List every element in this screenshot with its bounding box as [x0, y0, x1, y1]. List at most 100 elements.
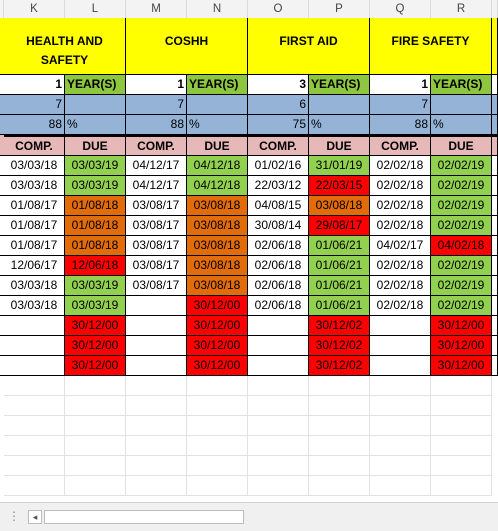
comp-date-cell[interactable]: 02/06/18 [248, 296, 309, 316]
cell-partial[interactable] [492, 115, 498, 135]
empty-cell[interactable] [65, 376, 126, 396]
comp-date-cell[interactable]: 03/08/17 [126, 256, 187, 276]
due-date-cell[interactable]: 02/02/19 [431, 176, 492, 196]
due-date-cell[interactable]: 03/08/18 [187, 196, 248, 216]
due-date-cell[interactable]: 30/12/00 [187, 296, 248, 316]
section-percent-sign[interactable]: % [187, 115, 248, 135]
section-count[interactable]: 7 [126, 95, 187, 115]
comp-date-cell[interactable]: 02/06/18 [248, 276, 309, 296]
empty-cell[interactable] [187, 456, 248, 476]
due-date-cell[interactable]: 30/12/00 [431, 336, 492, 356]
cell-partial[interactable] [492, 95, 498, 115]
section-count[interactable]: 7 [370, 95, 431, 115]
section-percent-sign[interactable]: % [431, 115, 492, 135]
comp-date-cell[interactable]: 03/03/18 [4, 156, 65, 176]
section-years-label[interactable]: YEAR(S) [65, 75, 126, 95]
empty-cell[interactable] [4, 376, 65, 396]
comp-date-cell[interactable]: 03/08/17 [126, 196, 187, 216]
due-date-cell[interactable]: 30/12/02 [309, 336, 370, 356]
cell-partial[interactable] [492, 276, 498, 296]
comp-date-cell[interactable] [4, 316, 65, 336]
section-title[interactable]: HEALTH AND SAFETY [4, 18, 126, 75]
empty-cell[interactable] [370, 376, 431, 396]
cell-partial[interactable] [492, 216, 498, 236]
section-years[interactable]: 3 [248, 75, 309, 95]
comp-date-cell[interactable]: 03/03/18 [4, 296, 65, 316]
comp-date-cell[interactable]: 02/06/18 [248, 236, 309, 256]
empty-cell[interactable] [65, 456, 126, 476]
due-date-cell[interactable]: 12/06/18 [65, 256, 126, 276]
due-date-cell[interactable]: 01/08/18 [65, 236, 126, 256]
empty-cell[interactable] [309, 436, 370, 456]
scrollbar-thumb[interactable] [44, 510, 244, 524]
due-date-cell[interactable]: 04/02/18 [431, 236, 492, 256]
section-years-label[interactable]: YEAR(S) [187, 75, 248, 95]
empty-cell[interactable] [309, 476, 370, 496]
due-date-cell[interactable]: 01/06/21 [309, 256, 370, 276]
column-header-partial[interactable] [0, 0, 4, 18]
comp-header[interactable]: COMP. [248, 135, 309, 156]
column-header-m[interactable]: M [126, 0, 187, 18]
empty-cell[interactable] [248, 456, 309, 476]
due-date-cell[interactable]: 03/08/18 [309, 196, 370, 216]
comp-date-cell[interactable]: 04/12/17 [126, 156, 187, 176]
section-years[interactable]: 1 [4, 75, 65, 95]
column-header-k[interactable]: K [4, 0, 65, 18]
empty-cell[interactable] [431, 436, 492, 456]
empty-cell[interactable] [4, 436, 65, 456]
due-date-cell[interactable]: 31/01/19 [309, 156, 370, 176]
due-date-cell[interactable]: 30/12/00 [431, 316, 492, 336]
comp-date-cell[interactable]: 03/08/17 [126, 216, 187, 236]
empty-cell[interactable] [248, 476, 309, 496]
comp-date-cell[interactable] [370, 356, 431, 376]
empty-cell[interactable] [187, 376, 248, 396]
due-header[interactable]: DUE [431, 135, 492, 156]
comp-date-cell[interactable]: 04/08/15 [248, 196, 309, 216]
comp-date-cell[interactable]: 02/02/18 [370, 216, 431, 236]
empty-cell[interactable] [126, 416, 187, 436]
empty-cell[interactable] [248, 396, 309, 416]
cell-partial[interactable] [492, 156, 498, 176]
due-date-cell[interactable]: 03/03/19 [65, 276, 126, 296]
empty-cell[interactable] [126, 456, 187, 476]
section-years[interactable]: 1 [126, 75, 187, 95]
comp-date-cell[interactable] [126, 296, 187, 316]
comp-date-cell[interactable] [370, 336, 431, 356]
section-title[interactable]: FIRE SAFETY [370, 18, 492, 75]
empty-cell[interactable] [126, 396, 187, 416]
cell-partial[interactable] [492, 196, 498, 216]
empty-cell[interactable] [248, 436, 309, 456]
empty-cell[interactable] [309, 396, 370, 416]
comp-date-cell[interactable]: 01/08/17 [4, 236, 65, 256]
comp-date-cell[interactable]: 01/08/17 [4, 196, 65, 216]
comp-date-cell[interactable] [248, 356, 309, 376]
empty-cell[interactable] [65, 416, 126, 436]
empty-cell[interactable] [126, 436, 187, 456]
section-title[interactable]: FIRST AID [248, 18, 370, 75]
due-date-cell[interactable]: 01/08/18 [65, 196, 126, 216]
comp-date-cell[interactable] [4, 336, 65, 356]
comp-date-cell[interactable] [248, 316, 309, 336]
comp-header[interactable]: COMP. [126, 135, 187, 156]
due-header[interactable]: DUE [309, 135, 370, 156]
comp-date-cell[interactable]: 03/08/17 [126, 236, 187, 256]
due-date-cell[interactable]: 01/06/21 [309, 276, 370, 296]
due-date-cell[interactable]: 30/12/00 [187, 356, 248, 376]
cell-partial[interactable] [492, 336, 498, 356]
empty-cell[interactable] [431, 416, 492, 436]
section-count[interactable]: 6 [248, 95, 309, 115]
column-header-p[interactable]: P [309, 0, 370, 18]
comp-date-cell[interactable] [126, 336, 187, 356]
due-date-cell[interactable]: 03/03/19 [65, 156, 126, 176]
comp-date-cell[interactable]: 01/08/17 [4, 216, 65, 236]
section-percent[interactable]: 88 [4, 115, 65, 135]
cell-partial[interactable] [492, 75, 498, 95]
due-header[interactable]: DUE [65, 135, 126, 156]
due-date-cell[interactable]: 02/02/19 [431, 276, 492, 296]
section-count-blank[interactable] [65, 95, 126, 115]
due-date-cell[interactable]: 04/12/18 [187, 176, 248, 196]
empty-cell[interactable] [187, 396, 248, 416]
empty-cell[interactable] [309, 456, 370, 476]
column-header-l[interactable]: L [65, 0, 126, 18]
empty-cell[interactable] [4, 476, 65, 496]
